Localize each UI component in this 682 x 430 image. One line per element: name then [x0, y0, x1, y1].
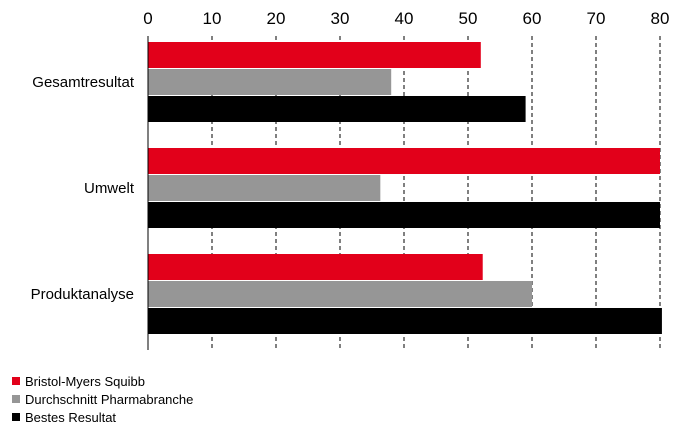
legend-label: Bristol-Myers Squibb: [25, 373, 145, 389]
legend-item-bms: Bristol-Myers Squibb: [12, 372, 193, 390]
x-tick-label: 50: [459, 9, 478, 28]
x-tick-label: 0: [143, 9, 152, 28]
x-tick-label: 70: [587, 9, 606, 28]
bar: [148, 281, 532, 307]
legend-label: Durchschnitt Pharmabranche: [25, 391, 194, 407]
legend: Bristol-Myers Squibb Durchschnitt Pharma…: [12, 372, 193, 426]
x-axis-ticks: 0 10 20 30 40 50 60 70 80: [143, 9, 669, 28]
category-label: Produktanalyse: [31, 286, 134, 303]
category-labels: Gesamtresultat Umwelt Produktanalyse: [31, 74, 135, 303]
legend-swatch: [12, 377, 20, 385]
x-tick-label: 60: [523, 9, 542, 28]
bar: [148, 148, 660, 174]
bar: [148, 69, 392, 95]
bar: [148, 42, 481, 68]
legend-item-average: Durchschnitt Pharmabranche: [12, 390, 193, 408]
bar: [148, 175, 381, 201]
bar: [148, 96, 526, 122]
bars: [148, 42, 662, 334]
category-label: Gesamtresultat: [32, 74, 135, 91]
category-label: Umwelt: [84, 180, 135, 197]
x-tick-label: 40: [395, 9, 414, 28]
bar: [148, 202, 660, 228]
bar: [148, 308, 662, 334]
x-tick-label: 30: [331, 9, 350, 28]
bar-chart: 0 10 20 30 40 50 60 70 80 Gesamtresultat Umwelt Pr…: [31, 9, 669, 350]
bar: [148, 254, 483, 280]
x-tick-label: 10: [203, 9, 222, 28]
legend-item-best: Bestes Resultat: [12, 408, 193, 426]
legend-swatch: [12, 395, 20, 403]
x-tick-label: 20: [267, 9, 286, 28]
legend-label: Bestes Resultat: [25, 409, 117, 425]
x-tick-label: 80: [651, 9, 670, 28]
legend-swatch: [12, 413, 20, 421]
